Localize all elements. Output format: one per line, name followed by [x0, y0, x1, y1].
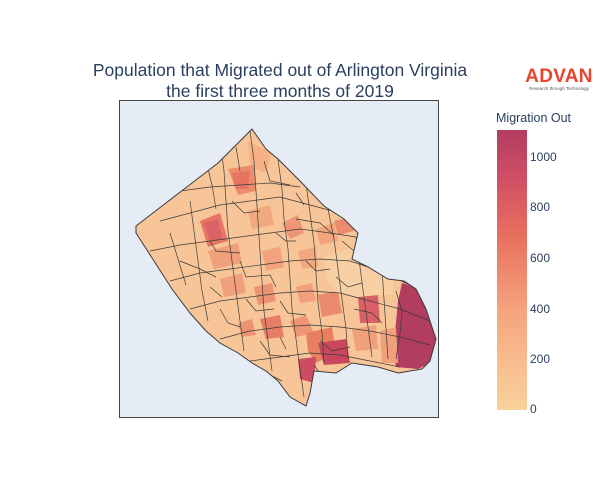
tract-region[interactable] [260, 315, 284, 339]
tract-region[interactable] [296, 283, 316, 303]
county-outline [135, 128, 437, 407]
tract-region[interactable] [290, 315, 314, 337]
tract-region[interactable] [358, 295, 380, 323]
tract-region[interactable] [380, 327, 398, 363]
colorbar-tick-600: 600 [530, 251, 551, 265]
colorbar-tick-400: 400 [530, 302, 551, 316]
map-plot-area[interactable] [119, 100, 439, 418]
colorbar-tick-200: 200 [530, 352, 551, 366]
tract-region[interactable] [262, 247, 284, 271]
logo-wordmark: ADVAN [525, 66, 593, 87]
chart-title-line-1: Population that Migrated out of Arlingto… [92, 60, 468, 80]
tract-region[interactable] [208, 243, 242, 269]
colorbar-tick-1000: 1000 [530, 150, 557, 164]
tract-region[interactable] [220, 273, 246, 297]
tract-region[interactable] [248, 205, 274, 229]
colorbar-tick-800: 800 [530, 200, 551, 214]
tract-region[interactable] [238, 319, 256, 337]
tract-region[interactable] [298, 247, 318, 269]
choropleth-map[interactable] [120, 101, 439, 418]
logo-tagline: Research through Technology [529, 86, 589, 91]
tract-region[interactable] [392, 283, 436, 369]
chart-title-line-2: the first three months of 2019 [166, 81, 394, 101]
advan-logo: ADVAN Research through Technology [524, 66, 594, 91]
tract-region[interactable] [204, 219, 222, 241]
tract-region[interactable] [282, 215, 304, 239]
tract-region[interactable] [298, 357, 316, 383]
tract-region[interactable] [254, 283, 276, 305]
tract-region[interactable] [316, 223, 338, 245]
colorbar-gradient [497, 130, 527, 410]
colorbar-tick-0: 0 [530, 402, 537, 416]
tract-region[interactable] [318, 291, 342, 317]
chart-title: Population that Migrated out of Arlingto… [40, 60, 520, 102]
colorbar-title: Migration Out [496, 111, 572, 125]
tract-region[interactable] [318, 339, 350, 365]
